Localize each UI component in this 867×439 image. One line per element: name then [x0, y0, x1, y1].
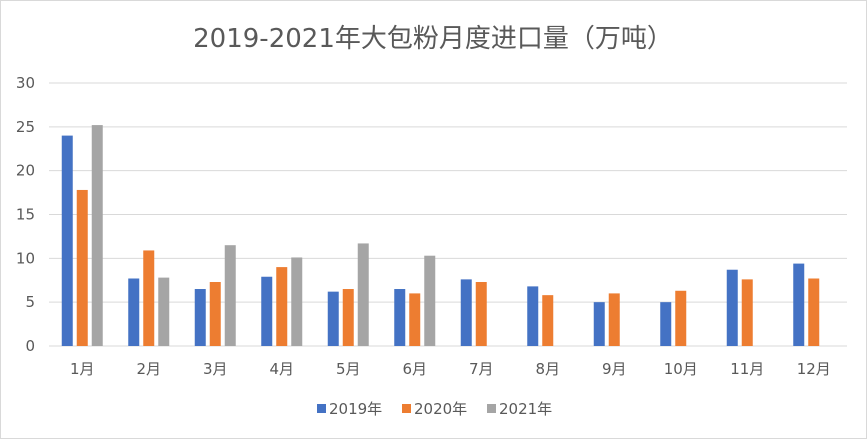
bar — [475, 282, 487, 346]
x-tick-label: 2月 — [136, 360, 161, 378]
bar — [61, 135, 73, 346]
bar — [660, 302, 672, 346]
bar — [726, 269, 738, 346]
x-tick-label: 4月 — [269, 360, 294, 378]
bar — [424, 255, 436, 346]
y-tick-label: 10 — [16, 249, 35, 267]
y-tick-label: 15 — [16, 206, 35, 224]
y-tick-label: 0 — [25, 337, 35, 355]
bar — [194, 289, 206, 346]
x-tick-label: 6月 — [402, 360, 427, 378]
bar — [76, 189, 88, 346]
bar — [224, 245, 236, 346]
bar — [276, 267, 288, 346]
bar — [741, 279, 753, 346]
bars — [61, 125, 820, 346]
legend-swatch — [487, 404, 496, 413]
bar — [394, 289, 406, 346]
bar — [209, 282, 221, 346]
y-tick-label: 25 — [16, 118, 35, 136]
bar — [527, 286, 539, 346]
bar — [327, 291, 339, 346]
x-tick-label: 10月 — [664, 360, 698, 378]
x-tick-label: 1月 — [70, 360, 95, 378]
bar — [291, 257, 303, 346]
x-tick-label: 3月 — [203, 360, 228, 378]
bar — [675, 290, 687, 346]
bar — [158, 277, 170, 346]
x-tick-label: 11月 — [730, 360, 764, 378]
legend-swatch — [317, 404, 326, 413]
bar — [608, 293, 620, 346]
x-axis-ticks: 1月 2月 3月 4月 5月 6月 7月 8月 9月 10月 11月 12月 — [70, 360, 831, 378]
legend: 2019年 2020年 2021年 — [317, 400, 552, 418]
x-tick-label: 9月 — [602, 360, 627, 378]
bar — [593, 302, 605, 346]
bar — [460, 279, 472, 346]
legend-label: 2021年 — [499, 400, 552, 418]
y-tick-label: 5 — [25, 293, 35, 311]
x-tick-label: 12月 — [797, 360, 831, 378]
bar — [128, 278, 140, 346]
x-tick-label: 8月 — [535, 360, 560, 378]
bar — [143, 250, 155, 346]
y-tick-label: 20 — [16, 162, 35, 180]
bar — [342, 289, 354, 346]
bar — [808, 278, 820, 346]
bar — [91, 125, 103, 346]
y-axis-ticks: 0 5 10 15 20 25 30 — [16, 74, 35, 355]
bar — [261, 276, 273, 346]
legend-label: 2020年 — [414, 400, 467, 418]
bar — [793, 263, 805, 346]
y-tick-label: 30 — [16, 74, 35, 92]
legend-label: 2019年 — [329, 400, 382, 418]
x-tick-label: 7月 — [469, 360, 494, 378]
x-tick-label: 5月 — [336, 360, 361, 378]
gridlines — [49, 82, 847, 347]
legend-swatch — [402, 404, 411, 413]
bar — [409, 293, 421, 346]
bar — [357, 243, 369, 346]
chart-title: 2019-2021年大包粉月度进口量（万吨） — [193, 24, 673, 54]
bar — [542, 295, 554, 346]
